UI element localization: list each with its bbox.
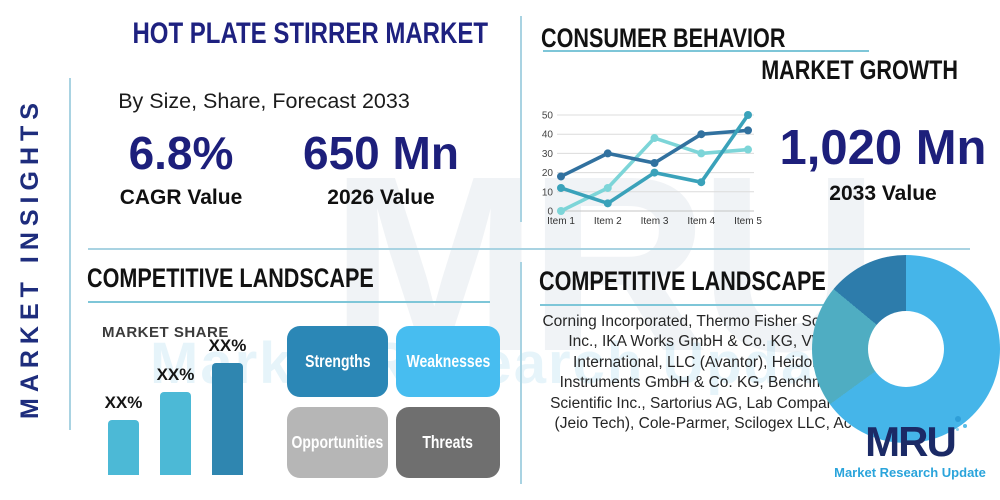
top-right-divider-line	[520, 16, 522, 222]
competitive-landscape-left-title-text: COMPETITIVE LANDSCAPE	[87, 263, 374, 293]
market-growth-title: MARKET GROWTH	[640, 55, 958, 86]
stat-2026-label: 2026 Value	[327, 186, 435, 209]
swot-opportunities-label: Opportunities	[291, 432, 384, 452]
swot-strengths-label: Strengths	[304, 351, 371, 371]
stat-2026-value: 650 Mn	[303, 127, 459, 179]
consumer-behavior-title-text: CONSUMER BEHAVIOR	[541, 23, 786, 53]
svg-text:50: 50	[542, 111, 554, 122]
mru-logo-tagline: Market Research Update	[834, 465, 986, 480]
svg-text:10: 10	[542, 187, 554, 198]
middle-divider-line	[88, 248, 970, 250]
page-title-text: HOT PLATE STIRRER MARKET	[132, 17, 488, 50]
svg-text:Item 1: Item 1	[547, 216, 575, 226]
market-share-bar-chart: XX% XX% XX%	[100, 336, 252, 475]
svg-text:Item 2: Item 2	[594, 216, 622, 226]
market-share-chart-title: MARKET SHARE	[102, 324, 229, 341]
consumer-behavior-underline	[543, 50, 869, 52]
swot-weaknesses-label: Weaknesses	[406, 351, 490, 371]
market-share-bar-label: XX%	[156, 365, 195, 384]
competitive-landscape-right-title: COMPETITIVE LANDSCAPE	[539, 266, 898, 297]
svg-text:Item 4: Item 4	[687, 216, 715, 226]
svg-text:Item 5: Item 5	[734, 216, 762, 226]
page-title: HOT PLATE STIRRER MARKET	[88, 17, 488, 51]
sidebar-divider-line	[69, 78, 71, 430]
competitive-landscape-right-underline	[540, 304, 866, 306]
stat-2033-value: 1,020 Mn	[779, 121, 987, 175]
stat-2026: 650 Mn 2026 Value	[286, 126, 476, 210]
stat-2033: 1,020 Mn 2033 Value	[772, 120, 994, 206]
companies-list-text: Corning Incorporated, Thermo Fisher Scie…	[542, 313, 864, 433]
bottom-right-divider-line	[520, 262, 522, 484]
competitive-landscape-right-title-text: COMPETITIVE LANDSCAPE	[539, 266, 826, 296]
stat-cagr-value: 6.8%	[128, 127, 234, 179]
mru-logo-letters: MRU	[865, 418, 957, 465]
mru-logo-text: MRU	[865, 416, 967, 465]
stat-cagr: 6.8% CAGR Value	[96, 126, 266, 210]
svg-text:40: 40	[542, 130, 554, 141]
market-share-bar	[108, 420, 139, 475]
logo-bubble-icon	[962, 424, 967, 428]
stat-2033-label: 2033 Value	[829, 182, 937, 205]
market-share-bar-label: XX%	[208, 336, 247, 355]
market-growth-title-text: MARKET GROWTH	[761, 55, 958, 85]
swot-opportunities-box: Opportunities	[287, 407, 388, 478]
competitive-landscape-left-underline	[88, 301, 490, 303]
svg-text:Item 3: Item 3	[641, 216, 669, 226]
donut-hole	[868, 311, 944, 387]
mru-logo: MRU Market Research Update	[820, 416, 1000, 480]
competitive-landscape-left-title: COMPETITIVE LANDSCAPE	[87, 263, 446, 294]
svg-text:0: 0	[547, 207, 553, 218]
market-share-bar	[212, 363, 243, 475]
swot-strengths-box: Strengths	[287, 326, 388, 397]
market-share-bar-label: XX%	[104, 393, 143, 412]
consumer-behavior-line-chart: 0 10 20 30 40 50 Item 1 Item 2 Item 3 Item 4 Item …	[534, 98, 770, 228]
market-share-bar	[160, 392, 191, 475]
swot-weaknesses-box: Weaknesses	[396, 326, 500, 397]
logo-bubble-icon	[954, 416, 961, 422]
swot-threats-box: Threats	[396, 407, 500, 478]
company-share-donut-chart	[812, 255, 1000, 443]
svg-text:20: 20	[542, 168, 554, 179]
consumer-behavior-title: CONSUMER BEHAVIOR	[541, 23, 847, 54]
stat-cagr-label: CAGR Value	[119, 186, 243, 209]
swot-threats-label: Threats	[422, 432, 474, 452]
logo-bubble-icon	[955, 428, 959, 431]
page-subtitle: By Size, Share, Forecast 2033	[118, 89, 410, 113]
sidebar-vertical-title: MARKET INSIGHTS	[16, 97, 44, 419]
svg-text:30: 30	[542, 149, 554, 160]
